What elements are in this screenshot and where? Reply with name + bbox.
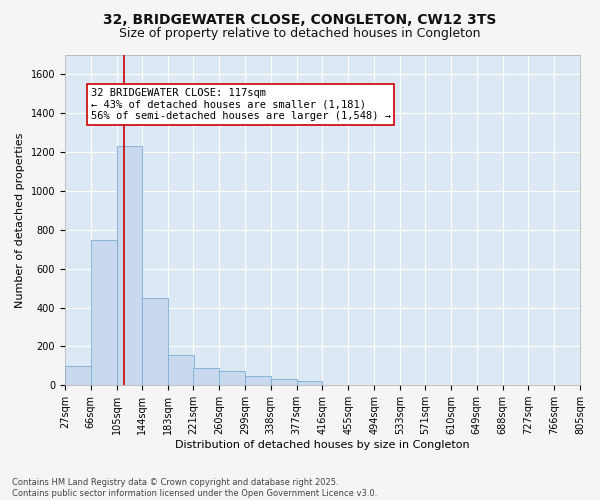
- Bar: [193, 368, 219, 385]
- Text: 32 BRIDGEWATER CLOSE: 117sqm
← 43% of detached houses are smaller (1,181)
56% of: 32 BRIDGEWATER CLOSE: 117sqm ← 43% of de…: [91, 88, 391, 121]
- X-axis label: Distribution of detached houses by size in Congleton: Distribution of detached houses by size …: [175, 440, 470, 450]
- Text: Size of property relative to detached houses in Congleton: Size of property relative to detached ho…: [119, 28, 481, 40]
- Bar: [168, 355, 194, 385]
- Y-axis label: Number of detached properties: Number of detached properties: [15, 132, 25, 308]
- Bar: [116, 146, 142, 385]
- Bar: [91, 240, 116, 385]
- Bar: [219, 370, 245, 385]
- Text: Contains HM Land Registry data © Crown copyright and database right 2025.
Contai: Contains HM Land Registry data © Crown c…: [12, 478, 377, 498]
- Text: 32, BRIDGEWATER CLOSE, CONGLETON, CW12 3TS: 32, BRIDGEWATER CLOSE, CONGLETON, CW12 3…: [103, 12, 497, 26]
- Bar: [65, 366, 91, 385]
- Bar: [296, 382, 322, 385]
- Bar: [271, 380, 296, 385]
- Bar: [245, 376, 271, 385]
- Bar: [142, 298, 168, 385]
